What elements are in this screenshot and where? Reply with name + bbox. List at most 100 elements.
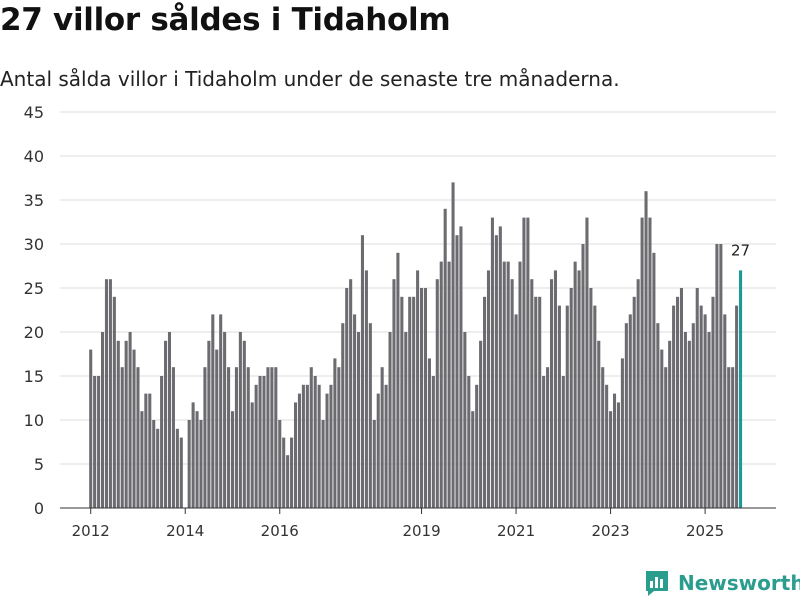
bar (530, 279, 534, 508)
bar (660, 349, 664, 508)
bar (431, 376, 435, 508)
bar (286, 455, 290, 508)
bar (589, 288, 593, 508)
chart-subtitle: Antal sålda villor i Tidaholm under de s… (0, 67, 620, 91)
bar (101, 332, 105, 508)
bar (376, 393, 380, 508)
bar (463, 332, 467, 508)
bar (290, 437, 294, 508)
bar (175, 428, 179, 508)
bar (502, 261, 506, 508)
bar (467, 376, 471, 508)
bar (254, 384, 258, 508)
bar (612, 393, 617, 508)
bar (494, 235, 498, 508)
bar (526, 217, 530, 508)
bar (396, 252, 400, 508)
bar (549, 279, 554, 508)
bar (416, 270, 420, 508)
bar (234, 367, 238, 508)
bar (152, 420, 156, 508)
bar (329, 384, 333, 508)
bar (691, 323, 695, 508)
bar (455, 235, 459, 508)
bar (427, 358, 431, 508)
bar (116, 340, 120, 508)
bar (510, 279, 514, 508)
y-tick-label: 10 (24, 411, 44, 430)
bar (656, 323, 660, 508)
bar (668, 340, 672, 508)
bar (735, 305, 739, 508)
bar (435, 279, 439, 508)
y-tick-label: 15 (24, 367, 44, 386)
bar (144, 393, 148, 508)
bar (632, 296, 636, 508)
bar (203, 367, 207, 508)
bar (230, 411, 235, 508)
bar (676, 296, 680, 508)
bar (565, 305, 569, 508)
bar (317, 384, 321, 508)
bar (640, 217, 644, 508)
bar (191, 402, 195, 508)
bar (723, 314, 727, 508)
bar (337, 367, 341, 508)
bar (439, 261, 443, 508)
bar (605, 384, 609, 508)
y-tick-label: 25 (24, 279, 44, 298)
bar (573, 261, 577, 508)
bar (305, 384, 309, 508)
bar (569, 288, 573, 508)
brand-name: Newsworthy (678, 571, 800, 595)
x-tick-label: 2016 (261, 522, 299, 540)
bar (112, 296, 116, 508)
bar (616, 402, 620, 508)
y-tick-label: 5 (34, 455, 44, 474)
bar (97, 376, 101, 508)
bar (258, 376, 262, 508)
bar (392, 279, 396, 508)
bar (542, 376, 546, 508)
bar (471, 411, 475, 508)
x-tick-label: 2012 (72, 522, 110, 540)
bar (89, 349, 93, 508)
bar (356, 332, 361, 508)
bar (262, 376, 266, 508)
bar (140, 411, 144, 508)
bar (124, 340, 128, 508)
bar (388, 332, 392, 508)
bar (372, 420, 376, 508)
bar (108, 279, 112, 508)
x-tick-label: 2025 (686, 522, 724, 540)
bar (313, 376, 317, 508)
bar (561, 376, 565, 508)
bar (215, 349, 219, 508)
bar (167, 332, 172, 508)
bar (609, 411, 613, 508)
bar (703, 314, 707, 508)
bar (483, 296, 487, 508)
bar (274, 367, 278, 508)
bar (443, 208, 447, 509)
bar (498, 226, 502, 508)
bar (187, 420, 191, 508)
bar (219, 314, 223, 508)
newsworthy-logo[interactable]: Newsworthy (644, 568, 800, 598)
bar (585, 217, 589, 508)
bar (278, 420, 282, 508)
bar (93, 376, 97, 508)
bar (266, 367, 270, 508)
y-tick-label: 20 (24, 323, 44, 342)
bar (309, 367, 313, 508)
bar (242, 340, 246, 508)
bar (380, 367, 384, 508)
bar (628, 314, 632, 508)
bar (518, 261, 522, 508)
bar (349, 279, 353, 508)
bar (341, 323, 345, 508)
x-tick-label: 2019 (402, 522, 440, 540)
bar (148, 393, 152, 508)
bar (368, 323, 372, 508)
bar (384, 384, 388, 508)
